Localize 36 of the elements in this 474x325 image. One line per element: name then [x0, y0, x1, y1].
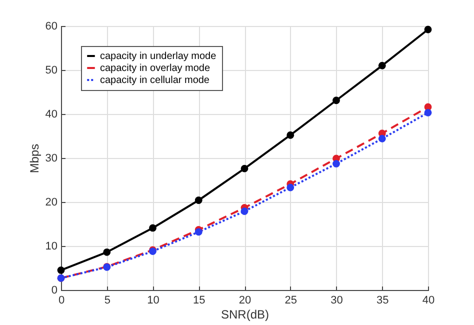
legend-label: capacity in cellular mode [100, 75, 210, 86]
y-tick-label: 0 [51, 284, 58, 296]
legend-label: capacity in underlay mode [100, 51, 217, 62]
x-tick-label: 40 [422, 294, 435, 306]
x-tick-label: 15 [193, 294, 206, 306]
legend-label: capacity in overlay mode [100, 63, 210, 74]
x-tick-label: 35 [376, 294, 389, 306]
y-tick-label: 50 [45, 64, 58, 76]
y-tick-label: 60 [45, 20, 58, 32]
point [103, 248, 111, 256]
point [194, 228, 202, 236]
x-axis-title: SNR(dB) [220, 308, 270, 322]
point [424, 108, 432, 116]
y-tick-label: 40 [45, 108, 58, 120]
y-axis-title: Mbps [27, 144, 42, 174]
x-tick-label: 20 [238, 294, 252, 306]
point [332, 160, 340, 168]
x-tick-label: 30 [330, 294, 343, 306]
point [332, 96, 340, 104]
point [194, 196, 202, 204]
point [149, 224, 156, 232]
y-tick-label: 30 [45, 152, 58, 164]
y-tick-label: 20 [45, 196, 58, 208]
x-tick-label: 5 [104, 294, 110, 306]
point [286, 131, 294, 139]
point [424, 26, 432, 34]
y-tick-label: 10 [45, 240, 58, 252]
point [286, 184, 294, 192]
point [378, 62, 386, 70]
x-tick-label: 0 [58, 294, 65, 306]
point [240, 208, 248, 215]
point [378, 134, 386, 142]
x-tick-label: 25 [284, 294, 297, 306]
point [240, 164, 248, 172]
point [57, 266, 65, 274]
x-tick-label: 10 [147, 294, 160, 306]
